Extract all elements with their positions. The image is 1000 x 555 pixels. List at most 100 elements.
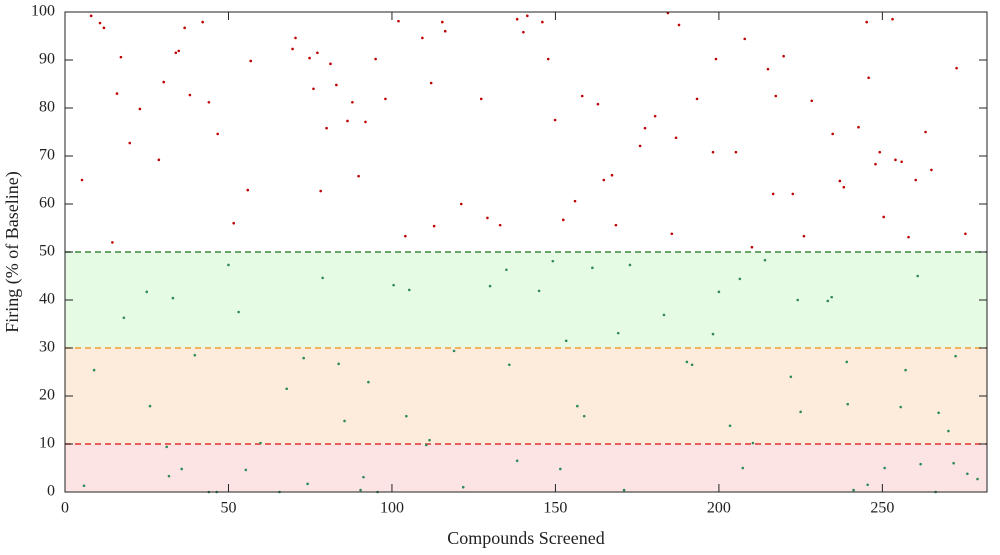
point — [367, 380, 370, 384]
point — [237, 310, 240, 314]
point — [714, 57, 718, 61]
point — [162, 80, 166, 84]
point — [384, 97, 387, 101]
point — [119, 55, 123, 59]
point — [882, 215, 885, 219]
point — [763, 258, 767, 262]
point — [653, 114, 657, 118]
point — [259, 441, 262, 445]
point — [337, 362, 340, 366]
point — [312, 87, 315, 91]
point — [717, 290, 721, 294]
point — [89, 14, 93, 18]
y-tick-label: 10 — [39, 435, 55, 452]
point — [405, 414, 408, 418]
point — [891, 17, 894, 21]
point — [207, 100, 211, 104]
point — [690, 363, 694, 367]
point — [461, 485, 465, 489]
point — [734, 150, 738, 154]
point — [937, 411, 940, 415]
point — [883, 466, 886, 470]
point — [831, 132, 834, 136]
point — [899, 405, 902, 409]
point — [459, 202, 463, 206]
point — [508, 363, 511, 367]
point — [695, 97, 699, 101]
point — [741, 466, 745, 470]
y-tick-label: 50 — [39, 243, 55, 260]
point — [404, 234, 407, 238]
point — [82, 484, 86, 488]
point — [774, 94, 778, 98]
point — [900, 160, 903, 164]
point — [316, 51, 319, 55]
point — [955, 66, 958, 70]
point — [359, 488, 362, 492]
band — [65, 252, 987, 348]
point — [498, 223, 502, 227]
point — [183, 26, 186, 30]
y-tick-label: 60 — [39, 195, 55, 212]
point — [799, 410, 802, 414]
point — [111, 241, 114, 244]
point — [428, 438, 431, 442]
x-tick-label: 250 — [870, 500, 894, 517]
point — [392, 283, 395, 287]
point — [591, 266, 594, 270]
point — [789, 375, 793, 379]
point — [537, 289, 541, 293]
point — [515, 17, 519, 21]
point — [576, 404, 579, 408]
point — [171, 296, 175, 300]
point — [846, 402, 850, 406]
point — [865, 20, 868, 24]
point — [285, 387, 288, 391]
point — [662, 313, 666, 317]
point — [335, 83, 338, 87]
point — [976, 477, 979, 481]
point — [249, 59, 253, 63]
point — [852, 488, 855, 492]
point — [351, 100, 354, 104]
point — [924, 130, 927, 134]
point — [429, 81, 433, 85]
point — [919, 462, 922, 466]
point — [122, 316, 126, 320]
point — [628, 263, 632, 267]
y-tick-label: 20 — [39, 387, 55, 404]
point — [867, 76, 870, 80]
point — [424, 443, 428, 447]
point — [443, 29, 447, 33]
y-axis-title: Firing (% of Baseline) — [2, 171, 23, 332]
point — [826, 299, 830, 303]
point — [551, 259, 555, 263]
point — [782, 54, 785, 58]
point — [541, 20, 544, 24]
point — [561, 218, 565, 222]
y-tick-label: 0 — [47, 483, 55, 500]
point — [227, 263, 230, 267]
point — [157, 158, 161, 162]
point — [244, 468, 248, 472]
point — [488, 284, 492, 288]
point — [738, 277, 742, 281]
point — [947, 429, 950, 433]
point — [193, 353, 197, 357]
point — [564, 339, 568, 343]
point — [711, 150, 715, 154]
point — [216, 132, 219, 136]
x-tick-label: 50 — [220, 500, 236, 517]
point — [559, 467, 562, 471]
x-tick-label: 150 — [543, 500, 567, 517]
point — [479, 97, 483, 101]
y-tick-label: 30 — [39, 339, 55, 356]
point — [294, 36, 297, 40]
point — [432, 224, 436, 228]
point — [526, 14, 529, 18]
point — [319, 189, 322, 193]
point — [452, 349, 456, 353]
point — [766, 67, 770, 71]
point — [614, 223, 618, 227]
